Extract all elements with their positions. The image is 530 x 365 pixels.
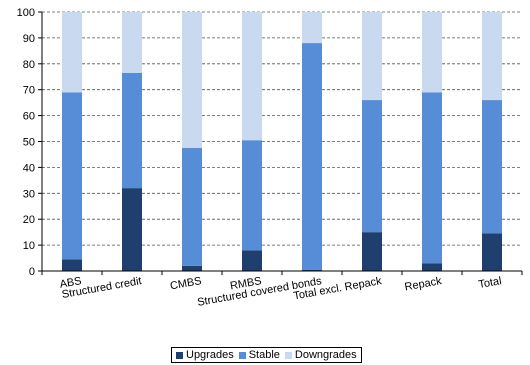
x-tick-label: ABS (59, 275, 83, 291)
y-tick-label: 100 (17, 7, 35, 19)
bar-upgrades (422, 263, 442, 271)
bar-stable (182, 147, 202, 266)
legend-label: Downgrades (294, 349, 357, 361)
x-tick-label: CMBS (169, 275, 202, 292)
x-tick-label: Repack (404, 275, 443, 293)
legend-label: Stable (248, 349, 280, 361)
bar-upgrades (122, 188, 142, 271)
x-tick-label: RMBS (229, 275, 262, 292)
bar-upgrades (62, 259, 82, 271)
bar-downgrades (482, 12, 502, 101)
bars (62, 12, 502, 271)
bar-stable (242, 140, 262, 251)
y-tick-label: 0 (29, 266, 35, 278)
bar-upgrades (362, 232, 382, 271)
legend-swatch (238, 351, 246, 359)
bar-upgrades (242, 250, 262, 271)
bar-downgrades (362, 12, 382, 101)
y-tick-label: 40 (23, 162, 35, 174)
bar-downgrades (122, 12, 142, 73)
y-tick-label: 60 (23, 111, 35, 123)
legend-label: Upgrades (186, 349, 234, 361)
bar-stable (122, 72, 142, 189)
y-tick-label: 10 (23, 240, 35, 252)
bar-upgrades (482, 233, 502, 271)
legend: Upgrades Stable Downgrades (171, 347, 362, 363)
bar-downgrades (422, 12, 442, 93)
bar-stable (302, 43, 322, 270)
y-tick-label: 20 (23, 214, 35, 226)
bar-downgrades (62, 12, 82, 93)
bar-stable (62, 92, 82, 260)
x-tick-label: Total (478, 275, 503, 291)
bar-downgrades (302, 12, 322, 44)
bar-downgrades (182, 12, 202, 148)
bar-upgrades (302, 269, 322, 271)
bar-stable (482, 100, 502, 234)
legend-item: Upgrades (176, 349, 234, 361)
gridlines (42, 11, 522, 246)
bar-stable (362, 100, 382, 233)
bar-upgrades (182, 265, 202, 271)
legend-item: Stable (238, 349, 280, 361)
bar-downgrades (242, 12, 262, 141)
y-tick-label: 50 (23, 137, 35, 149)
legend-item: Downgrades (284, 349, 357, 361)
legend-swatch (176, 351, 183, 359)
y-tick-label: 90 (23, 33, 35, 45)
legend-swatch (284, 351, 292, 359)
y-axis: 0 10 20 30 40 50 60 70 80 90 100 (17, 7, 43, 278)
y-tick-label: 70 (23, 85, 35, 97)
y-tick-label: 80 (23, 59, 35, 71)
y-tick-label: 30 (23, 188, 35, 200)
bar-stable (422, 92, 442, 264)
